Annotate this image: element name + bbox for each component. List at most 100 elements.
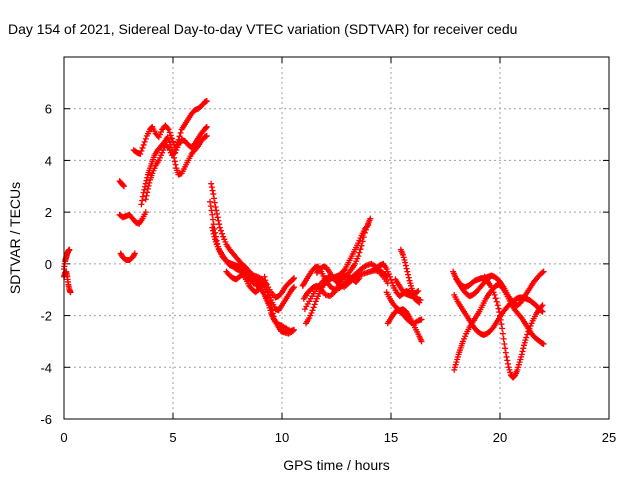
data-point [499,330,506,337]
x-tick-labels: 0 5 10 15 20 25 [60,430,616,445]
series-3 [116,209,149,227]
data-point [414,288,421,295]
data-point [355,276,362,283]
data-point [209,227,216,234]
data-point [309,307,316,314]
data-point [540,341,547,348]
data-point [290,275,297,282]
y-tick-label: -4 [40,360,52,375]
x-tick-label: 5 [169,430,176,445]
data-point [211,199,218,206]
data-point [501,341,508,348]
data-point [164,143,171,150]
data-point [209,224,216,231]
data-point [165,126,172,133]
series-17 [313,263,363,285]
data-point [502,345,509,352]
data-point [417,297,424,304]
data-point [356,275,363,282]
data-point [172,161,179,168]
data-point [301,280,308,287]
data-point [261,273,268,280]
data-point [494,302,501,309]
data-point [389,279,396,286]
y-tick-label: -2 [40,309,52,324]
data-point [518,351,525,358]
data-point [210,230,217,237]
data-point [259,282,266,289]
data-point [502,349,509,356]
data-point [216,221,223,228]
data-point [539,302,546,309]
data-point [289,328,296,335]
data-point [485,275,492,282]
data-point [311,301,318,308]
series-20 [384,307,425,327]
data-point [216,224,223,231]
data-point [203,132,210,139]
x-tick-label: 20 [493,430,507,445]
series-6 [138,132,210,208]
data-point [215,217,222,224]
data-point [139,197,146,204]
data-point [138,147,145,154]
series-8 [208,180,297,301]
data-point [495,305,502,312]
series-21 [397,246,424,304]
data-point [137,150,144,157]
data-point [211,195,218,202]
data-point [208,207,215,214]
data-point [365,222,372,229]
data-point [210,191,217,198]
x-tick-label: 0 [60,430,67,445]
data-point [540,268,547,275]
data-point [539,308,546,315]
data-point [290,284,297,291]
series-26 [481,273,546,381]
data-point [269,310,276,317]
data-point [418,316,425,323]
data-point [367,215,374,222]
series-11 [261,273,296,337]
data-point [504,357,511,364]
data-point [500,335,507,342]
data-point [209,187,216,194]
data-point [66,246,73,253]
data-point [131,251,138,258]
data-point [140,141,147,148]
series-27 [453,275,493,300]
data-point [310,304,317,311]
series-4 [117,250,138,263]
data-point [203,97,210,104]
y-tick-labels: -6 -4 -2 0 2 4 6 [40,102,52,427]
data-point [524,331,531,338]
series-12 [223,268,266,296]
data-point [144,185,151,192]
data-point [386,273,393,280]
series-0 [61,246,73,273]
data-point [267,300,274,307]
data-point [268,303,275,310]
y-tick-label: 4 [45,153,52,168]
data-point [364,223,371,230]
data-point [120,183,127,190]
data-point [144,189,151,196]
data-point [519,348,526,355]
series-22 [392,276,422,300]
data-point [217,227,224,234]
data-point [146,179,153,186]
data-point [341,267,348,274]
data-point [164,125,171,132]
data-point [264,288,271,295]
data-point [357,246,364,253]
data-point [145,182,152,189]
data-point [207,198,214,205]
data-point [203,123,210,130]
data-point [415,288,422,295]
data-point [489,325,496,332]
data-point [141,138,148,145]
y-tick-label: -6 [40,412,52,427]
series-1 [61,268,74,296]
